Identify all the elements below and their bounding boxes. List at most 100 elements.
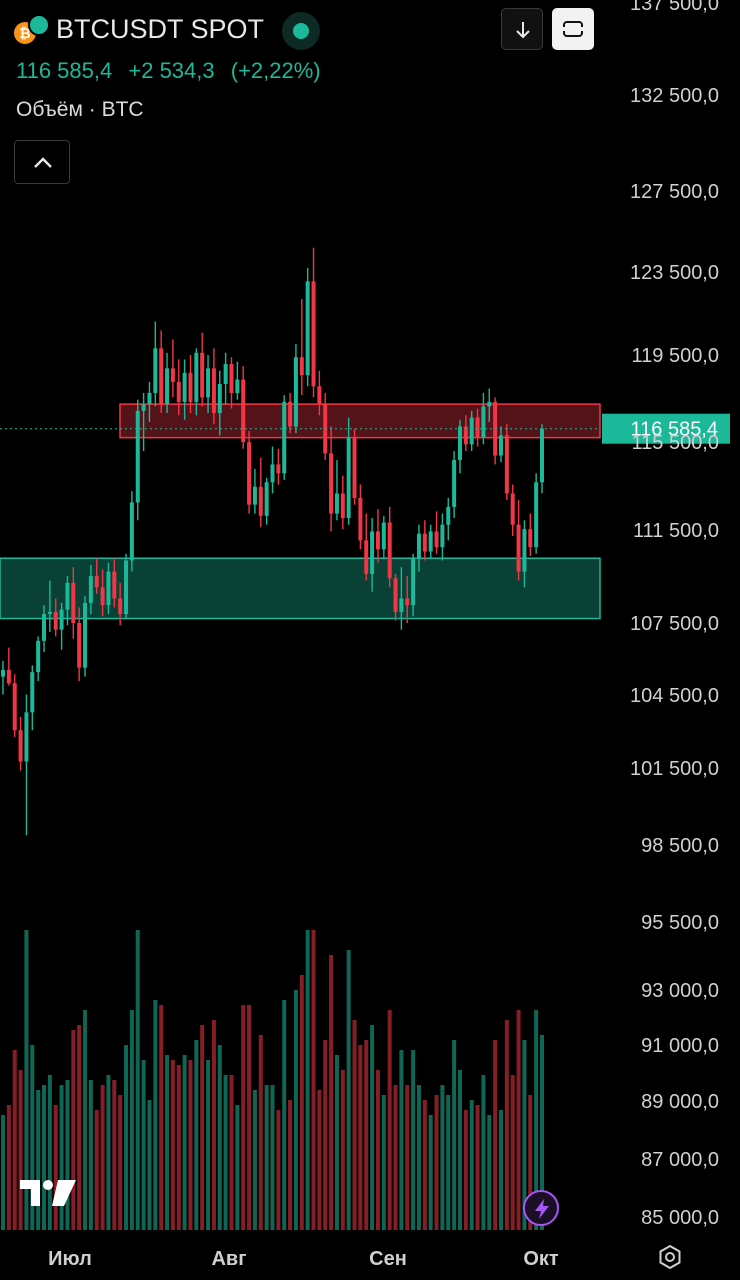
candle-body [481,406,486,438]
y-axis-tick-label: 107 500,0 [630,613,719,635]
volume-bar [18,1070,23,1230]
volume-bar [53,1105,58,1230]
candle-body [340,493,345,519]
y-axis-tick-label: 119 500,0 [632,345,720,367]
volume-bar [416,1085,421,1230]
volume-bar [317,1090,322,1230]
y-axis-tick-label: 87 000,0 [641,1149,719,1171]
fullscreen-button[interactable] [552,8,594,50]
y-axis-tick-label: 104 500,0 [630,685,719,707]
candle-body [159,348,164,405]
volume-bar [346,950,351,1230]
candle-body [305,281,310,376]
volume-bar [12,1050,17,1230]
y-axis-tick-label: 111 500,0 [633,520,719,542]
volume-bar [1,1115,5,1230]
fullscreen-icon [562,21,584,37]
volume-bar [118,1095,123,1230]
candle-body [411,558,416,606]
volume-bar [299,975,304,1230]
candle-body [446,506,451,525]
volume-bar [375,1070,380,1230]
volume-bar [200,1025,205,1230]
candle-body [399,598,404,612]
volume-bar [88,1080,93,1230]
last-price-tag-label: 116 585,4 [631,419,719,441]
last-price-line: 116 585,4 [0,413,730,444]
candle-body [217,384,222,414]
volume-bar [452,1040,457,1230]
candle-body [88,576,93,603]
support-zone[interactable] [0,557,601,620]
symbol-title[interactable]: BTCUSDT SPOT [56,14,265,44]
candle-body [77,623,82,668]
volume-bar [264,1085,269,1230]
zones [0,403,601,620]
candle-body [334,493,339,514]
candle-body [504,435,509,494]
collapse-legend-button[interactable] [14,140,70,184]
y-axis-tick-label: 123 500,0 [630,262,719,284]
volume-bar [223,1075,228,1230]
volume-bar [405,1085,410,1230]
volume-bar [188,1060,193,1230]
candles [1,247,544,836]
candle-body [235,379,240,393]
candle-body [94,576,99,588]
volume-bar [311,930,316,1230]
market-status-icon[interactable] [282,12,320,50]
candle-body [247,442,252,505]
candle-body [188,372,193,402]
x-axis-tick-label: Авг [211,1248,246,1270]
x-axis: Июл Авг Сен Окт [48,1248,559,1270]
candle-body [282,401,287,474]
volume-bar [334,1055,339,1230]
y-axis-tick-label: 89 000,0 [641,1091,719,1113]
volume-bar [47,1075,52,1230]
volume-bar [112,1080,117,1230]
volume-bar [528,1095,533,1230]
last-price-tag[interactable] [602,413,730,444]
candle-body [299,357,304,376]
volume-bar [71,1030,76,1230]
volume-bar [469,1100,474,1230]
price-change: +2 534,3 [128,58,215,83]
volume-bar [493,1040,498,1230]
candle-body [165,368,170,405]
settings-icon[interactable] [656,1243,684,1276]
volume-bar [358,1045,363,1230]
candle-body [528,529,533,548]
candle-body [36,640,41,673]
lightning-button[interactable] [523,1190,559,1226]
candle-body [124,560,129,615]
candle-body [223,363,228,385]
x-axis-tick-label: Сен [369,1248,407,1270]
y-axis-tick-label: 137 500,0 [630,0,719,15]
candle-body [311,281,316,387]
candle-body [475,417,480,438]
candle-body [141,404,146,411]
volume-bar [276,1110,281,1230]
candle-body [288,401,293,427]
candle-body [463,426,468,445]
volume-bar [94,1110,99,1230]
volume-bars [1,930,544,1230]
volume-indicator-label[interactable]: Объём · BTC [16,98,144,121]
volume-bar [165,1055,170,1230]
volume-bar [305,930,310,1230]
x-axis-tick-label: Окт [523,1248,559,1270]
candle-body [364,540,369,574]
candle-body [375,531,380,550]
volume-bar [211,1020,216,1230]
resistance-zone[interactable] [119,403,601,439]
tradingview-logo[interactable] [18,1176,78,1215]
candle-body [270,464,275,483]
volume-bar [241,1005,246,1230]
price-change-pct: (+2,22%) [230,58,321,83]
candle-body [510,493,515,525]
download-button[interactable] [501,8,543,50]
volume-bar [100,1085,105,1230]
volume-bar [393,1085,398,1230]
candle-body [18,730,23,762]
